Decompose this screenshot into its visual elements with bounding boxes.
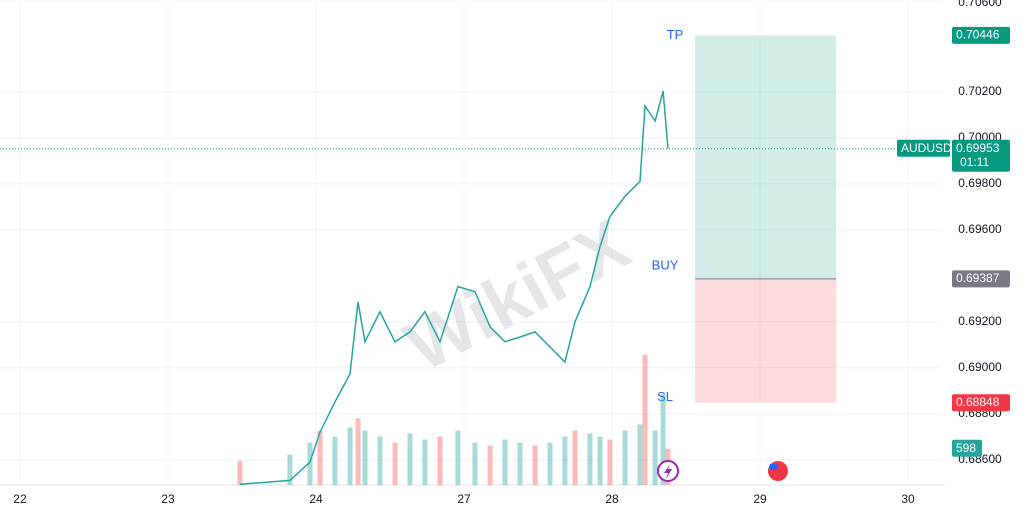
volume-bar — [332, 436, 338, 485]
volume-bar — [637, 424, 643, 485]
y-tick-label: 0.69600 — [958, 222, 1002, 236]
volume-badge-bg — [952, 439, 982, 457]
volume-bar — [642, 354, 648, 485]
volume-bar — [622, 430, 628, 485]
event-icon-bolt — [664, 464, 672, 479]
volume-bar — [607, 439, 613, 485]
volume-bar — [377, 436, 383, 485]
volume-bar — [562, 436, 568, 485]
volume-bar — [517, 442, 523, 485]
volume-bar — [472, 442, 478, 485]
volume-bar — [597, 436, 603, 485]
x-tick-label: 27 — [457, 492, 471, 506]
volume-bar — [307, 442, 313, 485]
x-tick-label: 24 — [309, 492, 323, 506]
volume-bar — [502, 439, 508, 485]
entry-price: 0.69387 — [956, 271, 1000, 285]
buy-label: BUY — [652, 257, 679, 272]
price-line — [239, 90, 669, 486]
profit-zone — [695, 35, 837, 279]
y-tick-label: 0.69200 — [958, 314, 1002, 328]
volume-bar — [287, 454, 293, 485]
volume-bar — [437, 436, 443, 485]
volume-bar — [237, 460, 243, 485]
volume-bar — [362, 430, 368, 485]
volume-bar — [487, 445, 493, 485]
volume-bar — [587, 433, 593, 485]
sl-price: 0.68848 — [956, 395, 1000, 409]
sl-label: SL — [657, 389, 673, 404]
y-tick-label: 0.70600 — [958, 0, 1002, 9]
loss-zone — [695, 278, 837, 403]
volume-bar — [660, 394, 666, 485]
y-tick-label: 0.69000 — [958, 360, 1002, 374]
volume-bar — [532, 445, 538, 485]
current-price-label: 0.69953 — [956, 141, 1000, 155]
volume-badge: 598 — [956, 441, 976, 455]
volume-bar — [317, 430, 323, 485]
x-tick-label: 23 — [161, 492, 175, 506]
tp-price-bg — [952, 26, 1010, 44]
current-price-bg — [952, 139, 1010, 172]
volume-bar — [422, 439, 428, 485]
entry-price-bg — [952, 270, 1010, 288]
symbol-label: AUDUSD — [901, 141, 952, 155]
volume-bar — [407, 433, 413, 485]
tp-price: 0.70446 — [956, 28, 1000, 42]
volume-bar — [347, 427, 353, 485]
flag-icon-canton — [770, 464, 778, 470]
volume-bar — [455, 430, 461, 485]
sl-price-bg — [952, 394, 1010, 412]
volume-bar — [572, 430, 578, 485]
y-tick-label: 0.69800 — [958, 176, 1002, 190]
volume-bar — [652, 430, 658, 485]
tp-label: TP — [667, 27, 684, 42]
volume-bar — [547, 442, 553, 485]
y-tick-label: 0.70200 — [958, 84, 1002, 98]
x-tick-label: 22 — [13, 492, 27, 506]
x-tick-label: 29 — [753, 492, 767, 506]
symbol-bg — [897, 139, 950, 157]
x-tick-label: 30 — [901, 492, 915, 506]
countdown-label: 01:11 — [960, 155, 989, 169]
volume-bar — [392, 442, 398, 485]
volume-bar — [355, 418, 361, 485]
x-tick-label: 28 — [605, 492, 619, 506]
